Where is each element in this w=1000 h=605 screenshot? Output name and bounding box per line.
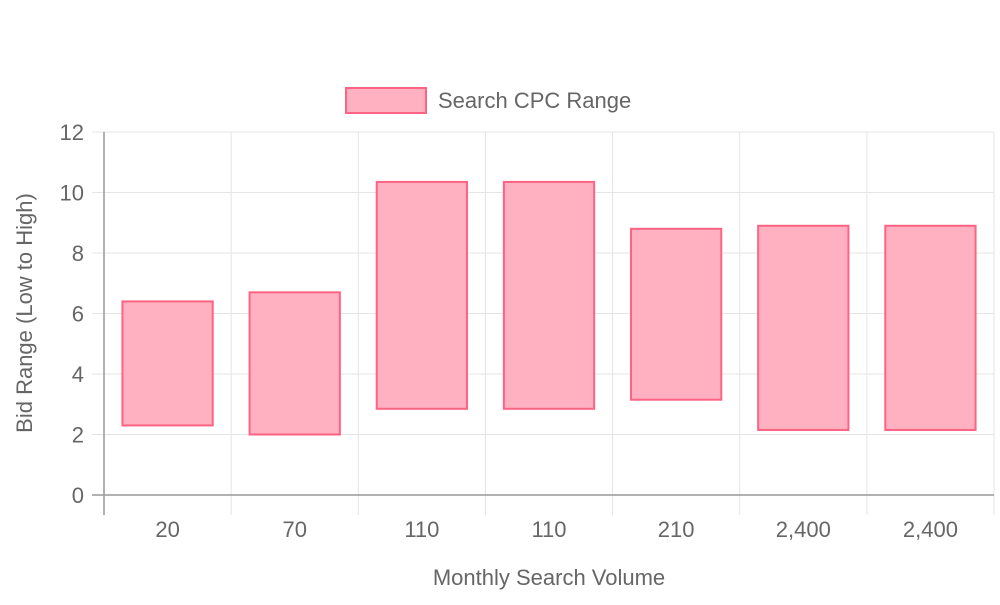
- x-tick-label: 2,400: [776, 517, 831, 542]
- y-tick-label: 2: [72, 423, 84, 448]
- x-axis-title: Monthly Search Volume: [433, 565, 665, 590]
- y-tick-label: 12: [60, 120, 84, 145]
- legend-label[interactable]: Search CPC Range: [438, 88, 631, 113]
- axes: [92, 131, 995, 515]
- range-bar[interactable]: [757, 224, 850, 431]
- range-bar[interactable]: [884, 224, 977, 431]
- y-axis-title: Bid Range (Low to High): [12, 193, 37, 433]
- range-bar[interactable]: [502, 180, 596, 410]
- range-bar[interactable]: [630, 227, 723, 401]
- y-tick-label: 4: [72, 362, 84, 387]
- y-tick-label: 8: [72, 241, 84, 266]
- x-tick-labels: 20 70 110 110 210 2,400 2,400: [155, 517, 958, 542]
- x-tick-label: 110: [404, 517, 439, 542]
- range-bar[interactable]: [375, 180, 468, 410]
- legend[interactable]: Search CPC Range: [345, 87, 631, 114]
- y-tick-label: 10: [60, 181, 84, 206]
- y-tick-label: 6: [72, 302, 84, 327]
- x-tick-label: 210: [658, 517, 695, 542]
- x-tick-label: 20: [155, 517, 179, 542]
- bars: [121, 180, 977, 436]
- y-tick-labels: 0 2 4 6 8 10 12: [60, 120, 84, 508]
- x-tick-label: 2,400: [903, 517, 958, 542]
- legend-swatch[interactable]: [345, 87, 427, 114]
- range-bar[interactable]: [248, 291, 341, 436]
- y-tick-label: 0: [72, 483, 84, 508]
- x-tick-label: 70: [282, 517, 306, 542]
- x-tick-label: 110: [531, 517, 566, 542]
- range-bar[interactable]: [121, 300, 214, 427]
